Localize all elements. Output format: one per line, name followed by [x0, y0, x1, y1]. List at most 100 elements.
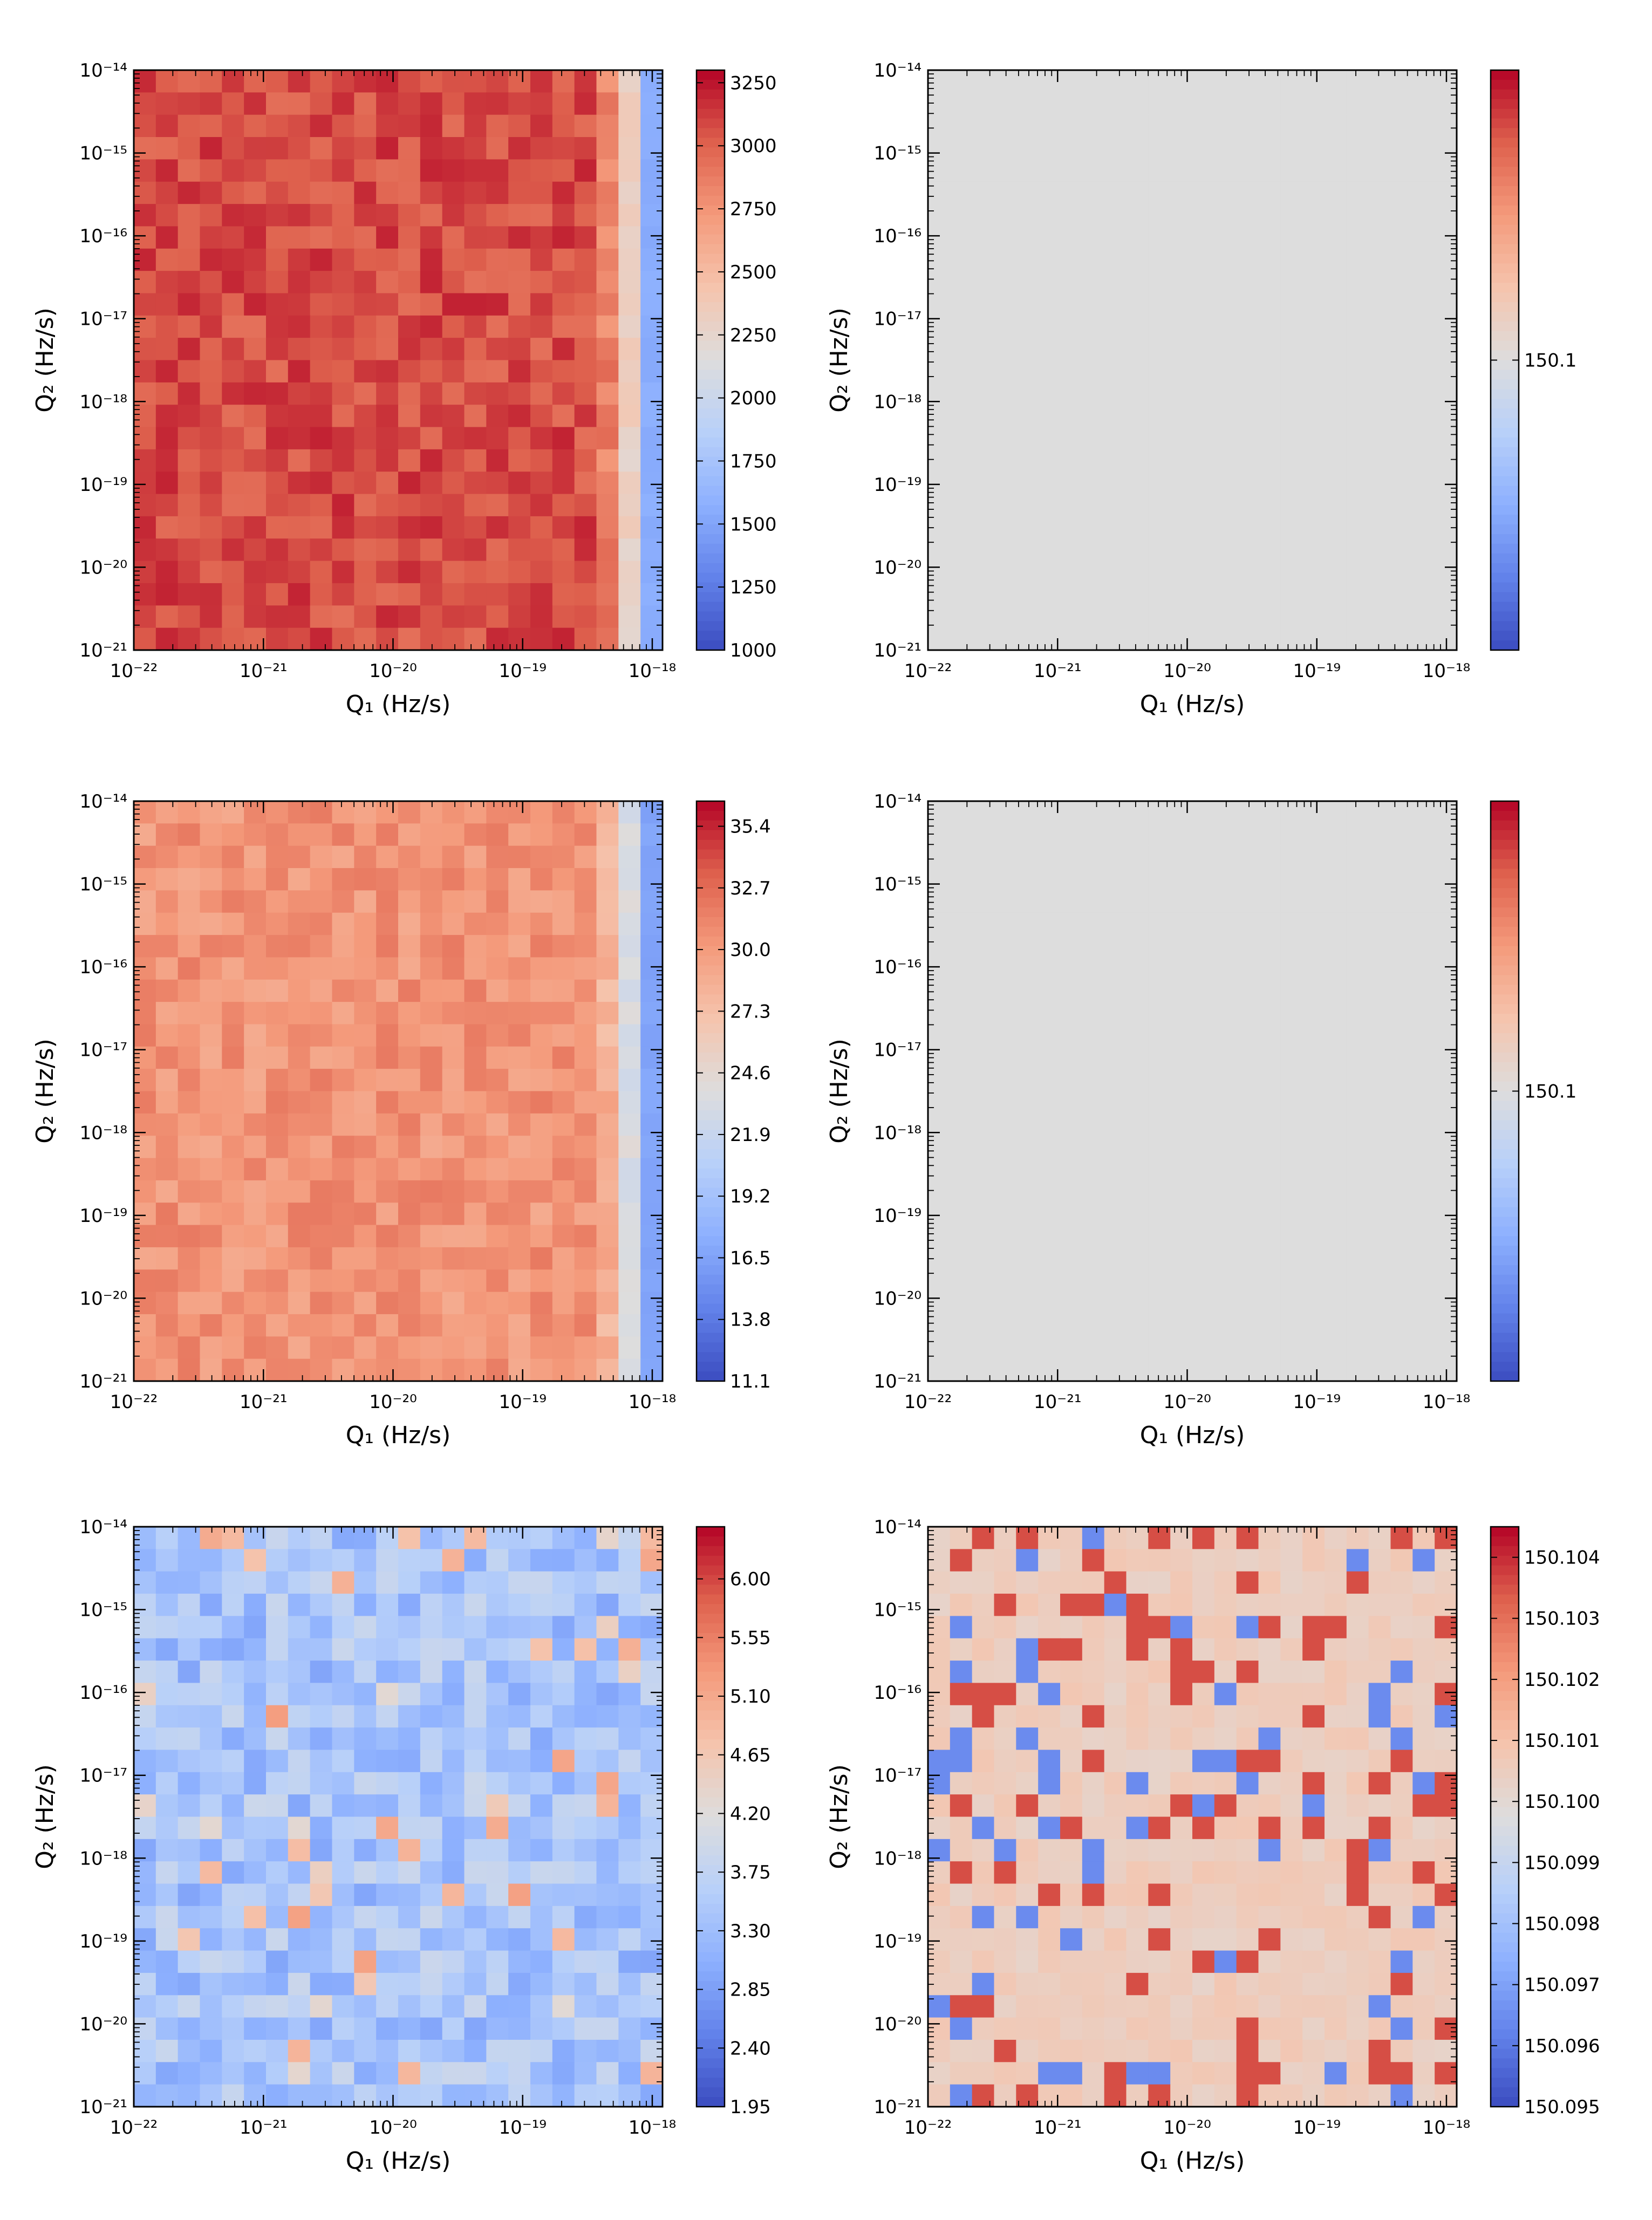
heatmap-cell: [972, 1002, 995, 1025]
colorbar-tick-label: 1750: [730, 450, 777, 472]
heatmap-cell: [1104, 1616, 1127, 1639]
heatmap-cell: [442, 1069, 465, 1092]
heatmap-cell: [1060, 1002, 1083, 1025]
colorbar-segment: [697, 1120, 725, 1130]
heatmap-cell: [574, 561, 597, 584]
heatmap-cell: [155, 561, 179, 584]
heatmap-cell: [222, 1928, 244, 1951]
heatmap-cell: [640, 868, 663, 891]
heatmap-cell: [1325, 1002, 1347, 1025]
heatmap-cell: [596, 159, 619, 182]
heatmap-cell: [222, 1816, 244, 1840]
heatmap-cell: [1435, 1225, 1457, 1248]
heatmap-cell: [618, 935, 641, 958]
heatmap-cell: [950, 957, 973, 980]
heatmap-cell: [1126, 449, 1149, 473]
heatmap-cell: [244, 845, 267, 869]
heatmap-cell: [1104, 957, 1127, 980]
heatmap-cell: [486, 1113, 509, 1136]
y-tick-label: 10⁻¹⁸: [874, 391, 921, 413]
heatmap-cell: [420, 1136, 443, 1159]
heatmap-cell: [1302, 1180, 1325, 1204]
heatmap-cell: [596, 1772, 619, 1795]
heatmap-cell: [530, 1861, 553, 1884]
heatmap-cell: [244, 1750, 267, 1773]
heatmap-cell: [244, 935, 267, 958]
heatmap-cell: [178, 1750, 201, 1773]
heatmap-cell: [178, 1905, 201, 1929]
colorbar-segment: [697, 70, 725, 80]
heatmap-cell: [994, 957, 1017, 980]
colorbar-segment: [1491, 965, 1519, 976]
heatmap-cell: [354, 516, 377, 539]
heatmap-cell: [1412, 823, 1435, 846]
heatmap-cell: [155, 1995, 179, 2018]
y-tick-label: 10⁻²¹: [80, 1371, 127, 1392]
heatmap-cell: [376, 271, 399, 294]
heatmap-cell: [552, 1113, 575, 1136]
colorbar-segment: [697, 1662, 725, 1672]
heatmap-cell: [1126, 627, 1149, 651]
heatmap-cell: [222, 516, 244, 539]
heatmap-cell: [972, 1225, 995, 1248]
heatmap-cell: [1082, 1336, 1105, 1360]
heatmap-cell: [1016, 1358, 1039, 1382]
heatmap-cell: [1280, 1839, 1303, 1862]
heatmap-cell: [994, 801, 1017, 824]
heatmap-cell: [266, 226, 289, 249]
heatmap-cell: [398, 315, 421, 338]
heatmap-cell: [530, 1336, 553, 1360]
heatmap-cell: [530, 1024, 553, 1047]
heatmap-cell: [376, 1314, 399, 1337]
heatmap-cell: [1038, 583, 1061, 606]
heatmap-cell: [134, 912, 156, 935]
heatmap-cell: [1038, 114, 1061, 138]
colorbar-segment: [697, 1091, 725, 1102]
heatmap-cell: [310, 159, 333, 182]
heatmap-cell: [1214, 935, 1237, 958]
heatmap-cell: [1126, 1661, 1149, 1684]
heatmap-cell: [1412, 494, 1435, 517]
heatmap-cell: [1038, 338, 1061, 361]
heatmap-cell: [442, 1247, 465, 1270]
heatmap-cell: [354, 1113, 377, 1136]
heatmap-cell: [530, 137, 553, 160]
heatmap-cell: [1060, 427, 1083, 450]
heatmap-cell: [1214, 605, 1237, 629]
heatmap-cell: [155, 1727, 179, 1751]
heatmap-cell: [1038, 271, 1061, 294]
colorbar-segment: [697, 810, 725, 821]
heatmap-cell: [552, 405, 575, 428]
heatmap-cell: [442, 1571, 465, 1594]
heatmap-cell: [1082, 1772, 1105, 1795]
heatmap-cell: [1236, 979, 1259, 1002]
heatmap-cell: [464, 1995, 487, 2018]
heatmap-cell: [1302, 427, 1325, 450]
heatmap-cell: [530, 2039, 553, 2063]
heatmap-cell: [1280, 427, 1303, 450]
heatmap-cell: [1214, 1158, 1237, 1181]
x-tick-label: 10⁻²⁰: [1163, 1391, 1211, 1413]
heatmap-cell: [354, 1269, 377, 1293]
heatmap-cell: [1016, 382, 1039, 405]
heatmap-cell: [1148, 92, 1171, 115]
heatmap-cell: [1104, 1113, 1127, 1136]
heatmap-cell: [1412, 315, 1435, 338]
colorbar-segment: [1491, 801, 1519, 811]
heatmap-cell: [508, 868, 531, 891]
heatmap-cell: [640, 1750, 663, 1773]
heatmap-cell: [266, 605, 289, 629]
heatmap-cell: [1016, 1794, 1039, 1818]
colorbar-segment: [1491, 994, 1519, 1005]
heatmap-cell: [1280, 1225, 1303, 1248]
heatmap-cell: [1192, 70, 1215, 93]
heatmap-cell: [376, 1861, 399, 1884]
heatmap-cell: [574, 801, 597, 824]
colorbar-segment: [1491, 331, 1519, 341]
heatmap-cell: [442, 1794, 465, 1818]
heatmap-cell: [1148, 1816, 1171, 1840]
heatmap-cell: [1192, 427, 1215, 450]
heatmap-cell: [464, 1527, 487, 1550]
heatmap-cell: [464, 1091, 487, 1114]
heatmap-cell: [1126, 1594, 1149, 1617]
